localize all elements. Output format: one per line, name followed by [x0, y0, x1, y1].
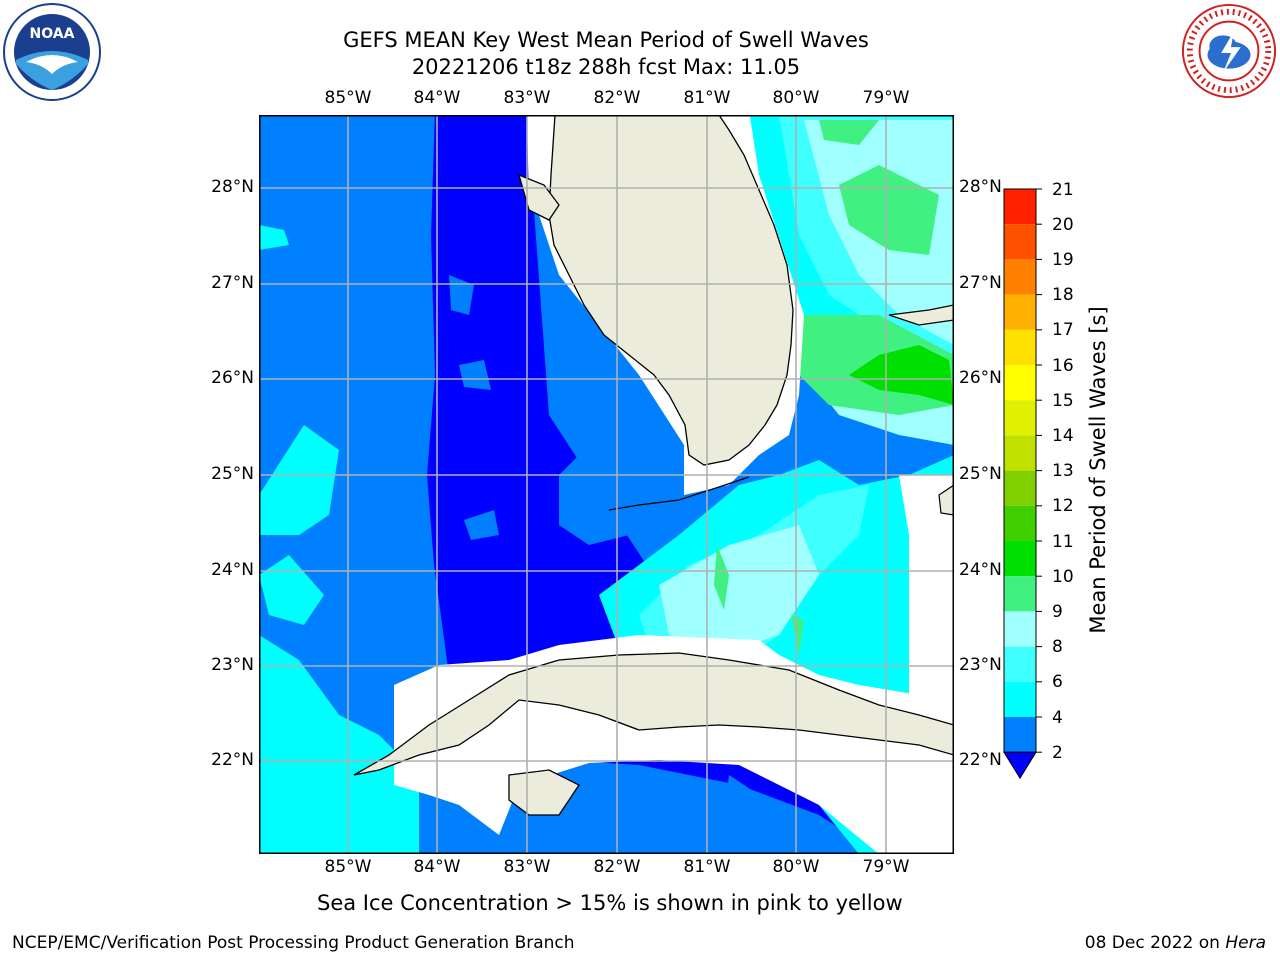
colorbar-segment [1004, 365, 1036, 401]
colorbar-tick: 19 [1052, 250, 1074, 270]
lat-tick-right: 24°N [959, 560, 1002, 580]
colorbar-segment [1004, 541, 1036, 577]
colorbar-tick: 20 [1052, 215, 1074, 235]
svg-text:NOAA: NOAA [30, 26, 75, 42]
lat-tick-right: 22°N [959, 750, 1002, 770]
colorbar-tick: 11 [1052, 532, 1074, 552]
lon-tick-top: 80°W [772, 88, 820, 108]
florida-land [548, 115, 794, 466]
colorbar-tick: 14 [1052, 426, 1074, 446]
colorbar-tick: 9 [1052, 602, 1063, 622]
lat-tick-left: 28°N [211, 177, 254, 197]
lat-tick-left: 22°N [211, 750, 254, 770]
colorbar-segment [1004, 470, 1036, 506]
chart-title-line1: GEFS MEAN Key West Mean Period of Swell … [343, 28, 869, 52]
colorbar-segment [1004, 224, 1036, 260]
colorbar-tick: 13 [1052, 461, 1074, 481]
lat-tick-left: 26°N [211, 368, 254, 388]
colorbar-tick: 17 [1052, 320, 1074, 340]
lon-tick-bottom: 83°W [503, 857, 551, 877]
colorbar-tick: 6 [1052, 672, 1063, 692]
colorbar-tick: 12 [1052, 496, 1074, 516]
colorbar-segment [1004, 681, 1036, 717]
contour-10-11 [849, 345, 954, 405]
colorbar-tick: 21 [1052, 180, 1074, 200]
colorbar-under-arrow [1003, 751, 1037, 780]
nws-logo [1181, 3, 1277, 99]
colorbar-segment [1004, 189, 1036, 225]
colorbar-tick: 8 [1052, 637, 1063, 657]
colorbar-tick: 15 [1052, 391, 1074, 411]
lat-tick-right: 25°N [959, 464, 1002, 484]
cuba-land [353, 652, 954, 776]
lat-tick-right: 26°N [959, 368, 1002, 388]
colorbar-label: Mean Period of Swell Waves [s] [1086, 306, 1110, 634]
footer-date: 08 Dec 2022 on [1084, 933, 1220, 953]
colorbar-segment [1004, 576, 1036, 612]
colorbar-segment [1004, 505, 1036, 541]
footer-host: Hera [1225, 933, 1266, 953]
map-frame [259, 115, 954, 854]
lat-tick-right: 28°N [959, 177, 1002, 197]
swell-period-map [259, 115, 954, 854]
lon-tick-top: 84°W [413, 88, 461, 108]
colorbar-tick: 4 [1052, 708, 1063, 728]
colorbar-segment [1004, 329, 1036, 365]
lon-tick-top: 82°W [593, 88, 641, 108]
noaa-logo: NOAA [3, 3, 101, 101]
lon-tick-bottom: 84°W [413, 857, 461, 877]
lat-tick-right: 23°N [959, 655, 1002, 675]
colorbar-tick: 2 [1052, 743, 1063, 763]
lon-tick-top: 85°W [324, 88, 372, 108]
lat-tick-left: 25°N [211, 464, 254, 484]
chart-title-line2: 20221206 t18z 288h fcst Max: 11.05 [411, 55, 801, 79]
colorbar [1003, 188, 1042, 780]
colorbar-tick: 10 [1052, 567, 1074, 587]
lat-tick-right: 27°N [959, 273, 1002, 293]
lon-tick-bottom: 81°W [683, 857, 731, 877]
colorbar-segment [1004, 259, 1036, 295]
lon-tick-bottom: 82°W [593, 857, 641, 877]
colorbar-segment [1004, 294, 1036, 330]
lon-tick-bottom: 79°W [862, 857, 910, 877]
lat-tick-left: 27°N [211, 273, 254, 293]
colorbar-segment [1004, 400, 1036, 436]
lon-tick-top: 79°W [862, 88, 910, 108]
colorbar-segment [1004, 435, 1036, 471]
graticule [259, 115, 954, 854]
sea-ice-note: Sea Ice Concentration > 15% is shown in … [317, 891, 903, 915]
colorbar-tick: 16 [1052, 356, 1074, 376]
lon-tick-top: 83°W [503, 88, 551, 108]
lon-tick-bottom: 80°W [772, 857, 820, 877]
colorbar-segment [1004, 611, 1036, 647]
lon-tick-top: 81°W [683, 88, 731, 108]
colorbar-segment [1004, 717, 1036, 753]
colorbar-segment [1004, 646, 1036, 682]
colorbar-tick: 18 [1052, 285, 1074, 305]
lat-tick-left: 24°N [211, 560, 254, 580]
lat-tick-left: 23°N [211, 655, 254, 675]
lon-tick-bottom: 85°W [324, 857, 372, 877]
contour-4-6 [259, 425, 339, 535]
footer-left: NCEP/EMC/Verification Post Processing Pr… [12, 933, 575, 953]
footer-right: 08 Dec 2022 on Hera [1085, 933, 1266, 953]
